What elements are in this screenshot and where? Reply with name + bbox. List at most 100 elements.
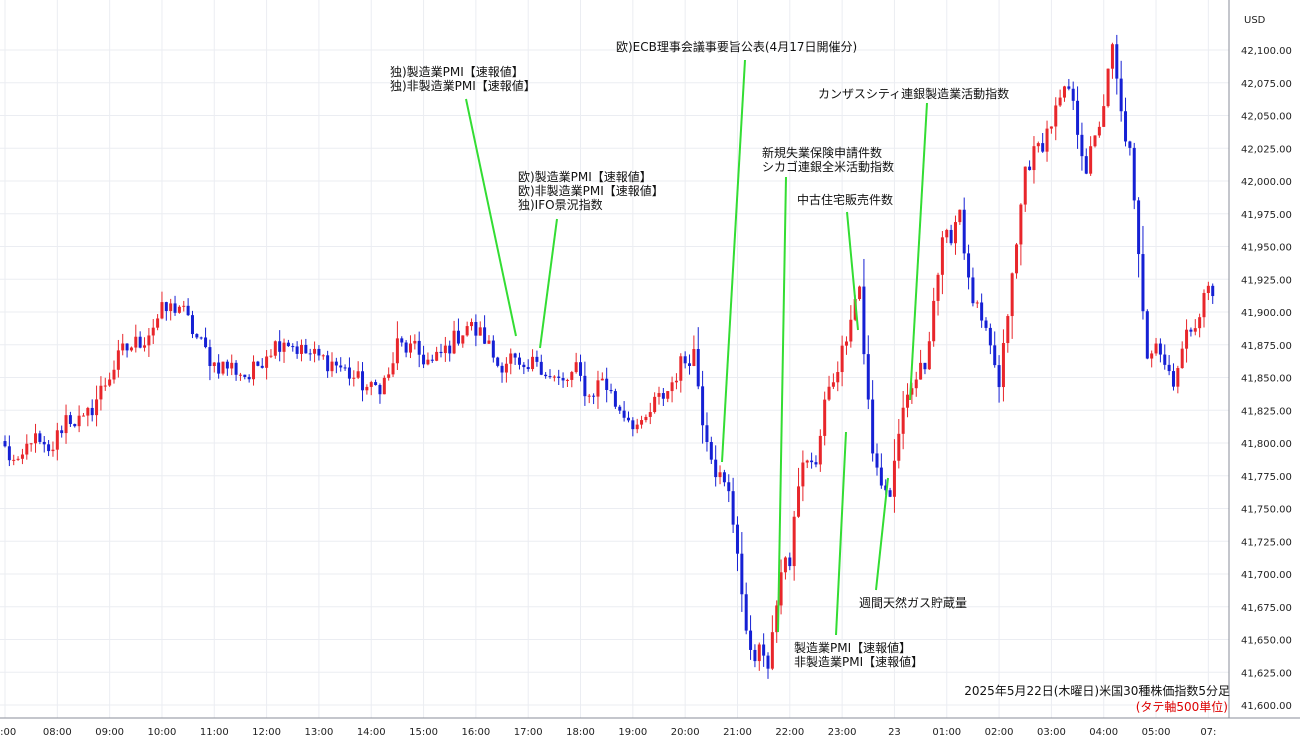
y-tick-label: 41,925.00 bbox=[1241, 275, 1292, 286]
candle bbox=[1058, 89, 1062, 107]
candle bbox=[1041, 133, 1045, 153]
candle bbox=[90, 399, 94, 422]
candle bbox=[631, 417, 635, 437]
candle-body bbox=[735, 524, 739, 554]
candle-body bbox=[1189, 329, 1193, 332]
candle-body bbox=[901, 407, 905, 434]
candle-body bbox=[1128, 141, 1132, 148]
candle bbox=[539, 354, 543, 376]
candle bbox=[980, 293, 984, 328]
candle bbox=[1054, 97, 1058, 141]
candle-body bbox=[64, 415, 68, 434]
candle-body bbox=[47, 444, 51, 452]
candle-body bbox=[330, 361, 334, 372]
candle bbox=[871, 380, 875, 462]
candle-body bbox=[949, 229, 953, 244]
candle bbox=[1032, 136, 1036, 184]
candle bbox=[7, 435, 11, 467]
event-annotation-text: 独)製造業PMI【速報値】 bbox=[390, 64, 524, 79]
candle-body bbox=[387, 374, 391, 378]
candle bbox=[840, 335, 844, 387]
candle bbox=[103, 377, 107, 391]
candle bbox=[958, 209, 962, 225]
candle-body bbox=[984, 320, 988, 328]
candle-body bbox=[103, 385, 107, 387]
candle bbox=[121, 333, 125, 356]
candle bbox=[422, 345, 426, 369]
candle-body bbox=[679, 356, 683, 381]
candle-body bbox=[356, 371, 360, 378]
candle bbox=[875, 443, 879, 476]
candle-body bbox=[151, 327, 155, 336]
candle-body bbox=[640, 420, 644, 425]
candle bbox=[749, 615, 753, 660]
candle bbox=[34, 423, 38, 453]
candle-body bbox=[1206, 285, 1210, 294]
time-axis[interactable]: 7:00 08:00 09:00 10:00 11:00 12:00 13:00 14:00 1… bbox=[0, 727, 1216, 738]
candle bbox=[334, 357, 338, 374]
candle bbox=[42, 436, 46, 453]
candle bbox=[1071, 81, 1075, 111]
candle bbox=[164, 301, 168, 321]
candle-body bbox=[962, 209, 966, 254]
candle bbox=[583, 361, 587, 406]
x-tick-label: 15:00 bbox=[409, 727, 438, 738]
candle bbox=[770, 615, 774, 671]
candle-body bbox=[1158, 343, 1162, 355]
candle-body bbox=[810, 460, 814, 463]
candle-body bbox=[1093, 135, 1097, 147]
candle-body bbox=[177, 306, 181, 313]
candle-body bbox=[892, 460, 896, 497]
candle-body bbox=[923, 362, 927, 370]
candle-body bbox=[230, 362, 234, 369]
candle-body bbox=[186, 305, 190, 316]
candle-body bbox=[1067, 86, 1071, 89]
candle bbox=[408, 335, 412, 359]
candle bbox=[177, 305, 181, 314]
candle-body bbox=[448, 345, 452, 354]
candle bbox=[531, 349, 535, 372]
candle-body bbox=[517, 357, 521, 365]
candle bbox=[1023, 166, 1027, 212]
candle-body bbox=[613, 391, 617, 407]
candle bbox=[260, 358, 264, 369]
candle-body bbox=[544, 374, 548, 377]
candle bbox=[282, 338, 286, 363]
candle-body bbox=[618, 406, 622, 411]
candle-body bbox=[1145, 311, 1149, 359]
callout-line bbox=[777, 176, 787, 633]
event-annotation-text: 独)IFO景況指数 bbox=[518, 197, 603, 212]
candle-body bbox=[814, 462, 818, 465]
candle bbox=[204, 327, 208, 349]
candle-body bbox=[1193, 328, 1197, 332]
candle bbox=[1163, 344, 1167, 370]
callout-line bbox=[875, 477, 889, 591]
candle bbox=[762, 633, 766, 667]
x-tick-label: 01:00 bbox=[932, 727, 961, 738]
candle-body bbox=[138, 336, 142, 348]
candle-body bbox=[317, 348, 321, 356]
event-annotation-text: カンザスシティ連銀製造業活動指数 bbox=[818, 86, 1009, 101]
candle bbox=[199, 336, 203, 340]
candle bbox=[613, 388, 617, 409]
candle-body bbox=[513, 353, 517, 358]
event-annotation-text: 週間天然ガス貯蔵量 bbox=[859, 595, 967, 610]
candle bbox=[317, 345, 321, 361]
candle bbox=[160, 291, 164, 320]
candle bbox=[574, 352, 578, 374]
candle bbox=[805, 459, 809, 469]
candle bbox=[16, 456, 20, 461]
x-tick-label: 03:00 bbox=[1037, 727, 1066, 738]
candle bbox=[391, 352, 395, 378]
candle bbox=[208, 339, 212, 381]
candle bbox=[1198, 313, 1202, 338]
candle-body bbox=[487, 340, 491, 344]
callout-line bbox=[721, 59, 746, 463]
candle-body bbox=[1176, 368, 1180, 387]
candle bbox=[313, 341, 317, 363]
y-tick-label: 41,800.00 bbox=[1241, 439, 1292, 450]
candle bbox=[753, 644, 757, 668]
price-axis[interactable]: 41,600.00 41,625.00 41,650.00 41,675.00 41,7… bbox=[1241, 46, 1292, 712]
candle bbox=[347, 357, 351, 386]
